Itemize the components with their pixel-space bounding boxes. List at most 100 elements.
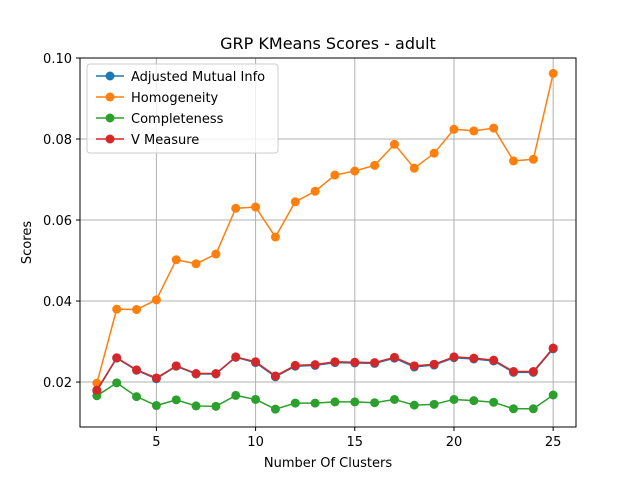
data-point-homogeneity	[449, 124, 459, 134]
data-point-v-measure	[132, 365, 142, 375]
data-point-homogeneity	[191, 259, 201, 269]
data-point-completeness	[310, 398, 320, 408]
data-point-completeness	[151, 401, 161, 411]
data-point-homogeneity	[290, 197, 300, 207]
x-axis-label: Number Of Clusters	[264, 456, 392, 471]
data-point-homogeneity	[310, 186, 320, 196]
data-point-completeness	[509, 404, 519, 414]
data-point-v-measure	[528, 367, 538, 377]
data-point-homogeneity	[151, 295, 161, 305]
data-point-homogeneity	[330, 170, 340, 180]
legend-swatch-marker	[105, 71, 115, 81]
legend-label: Adjusted Mutual Info	[131, 70, 265, 85]
y-axis-label: Scores	[20, 221, 35, 264]
data-point-homogeneity	[528, 154, 538, 164]
data-point-v-measure	[489, 355, 499, 365]
x-tick-label: 15	[347, 435, 364, 450]
chart-title: GRP KMeans Scores - adult	[220, 34, 436, 53]
data-point-homogeneity	[270, 232, 280, 242]
y-tick-label: 0.04	[43, 295, 72, 310]
data-point-completeness	[211, 401, 221, 411]
y-tick-label: 0.10	[43, 52, 72, 67]
data-point-v-measure	[548, 343, 558, 353]
data-point-homogeneity	[429, 148, 439, 158]
data-point-v-measure	[429, 359, 439, 369]
data-point-homogeneity	[112, 304, 122, 314]
data-point-completeness	[429, 399, 439, 409]
data-point-completeness	[548, 390, 558, 400]
legend-box	[86, 63, 279, 154]
data-point-homogeneity	[211, 249, 221, 259]
data-point-homogeneity	[171, 255, 181, 265]
data-point-completeness	[132, 392, 142, 402]
legend-swatch-marker	[105, 92, 115, 102]
data-point-homogeneity	[509, 156, 519, 166]
ticks: 5 10 15 20 25 0.02 0.04 0.06 0.08 0.10	[43, 52, 561, 450]
data-point-v-measure	[151, 373, 161, 383]
data-point-completeness	[290, 398, 300, 408]
data-point-homogeneity	[231, 203, 241, 213]
data-point-v-measure	[409, 361, 419, 371]
data-point-v-measure	[112, 353, 122, 363]
data-point-completeness	[389, 394, 399, 404]
legend-swatch-marker	[105, 134, 115, 144]
data-point-v-measure	[330, 357, 340, 367]
data-point-v-measure	[350, 357, 360, 367]
data-point-v-measure	[270, 371, 280, 381]
legend: Adjusted Mutual Info Homogeneity Complet…	[86, 63, 279, 154]
y-tick-label: 0.08	[43, 133, 72, 148]
data-point-completeness	[251, 394, 261, 404]
data-point-homogeneity	[389, 139, 399, 149]
x-tick-label: 25	[545, 435, 562, 450]
data-point-homogeneity	[251, 202, 261, 212]
plot-frame	[79, 57, 577, 428]
legend-item-v-measure: V Measure	[96, 133, 199, 148]
data-point-completeness	[231, 390, 241, 400]
data-point-v-measure	[231, 352, 241, 362]
data-point-v-measure	[310, 360, 320, 370]
data-point-v-measure	[191, 369, 201, 379]
y-tick-label: 0.06	[43, 214, 72, 229]
data-point-completeness	[330, 397, 340, 407]
series-v-measure	[92, 343, 558, 395]
series	[92, 68, 558, 414]
data-point-completeness	[270, 404, 280, 414]
data-point-homogeneity	[370, 160, 380, 170]
data-point-homogeneity	[489, 123, 499, 133]
series-homogeneity	[92, 68, 558, 388]
data-point-homogeneity	[409, 163, 419, 173]
data-point-v-measure	[469, 353, 479, 363]
data-point-v-measure	[509, 367, 519, 377]
y-tick-label: 0.02	[43, 376, 72, 391]
data-point-completeness	[171, 395, 181, 405]
legend-label: V Measure	[131, 133, 199, 148]
data-point-completeness	[191, 401, 201, 411]
legend-item-homogeneity: Homogeneity	[96, 91, 219, 106]
data-point-v-measure	[290, 360, 300, 370]
legend-label: Homogeneity	[131, 91, 219, 106]
data-point-v-measure	[389, 352, 399, 362]
x-tick-label: 5	[152, 435, 160, 450]
data-point-homogeneity	[132, 305, 142, 315]
data-point-v-measure	[251, 357, 261, 367]
legend-label: Completeness	[131, 112, 224, 127]
data-point-v-measure	[370, 358, 380, 368]
x-tick-label: 20	[446, 435, 463, 450]
data-point-v-measure	[211, 369, 221, 379]
data-point-completeness	[449, 394, 459, 404]
x-tick-label: 10	[247, 435, 264, 450]
legend-item-completeness: Completeness	[96, 112, 224, 127]
data-point-completeness	[409, 400, 419, 410]
series-completeness	[92, 378, 558, 414]
data-point-homogeneity	[350, 166, 360, 176]
data-point-homogeneity	[469, 126, 479, 136]
data-point-completeness	[469, 396, 479, 406]
data-point-completeness	[528, 404, 538, 414]
data-point-completeness	[370, 398, 380, 408]
data-point-v-measure	[92, 385, 102, 395]
data-point-completeness	[350, 397, 360, 407]
legend-item-adjusted-mutual-info: Adjusted Mutual Info	[96, 70, 265, 85]
data-point-completeness	[489, 397, 499, 407]
legend-swatch-marker	[105, 113, 115, 123]
